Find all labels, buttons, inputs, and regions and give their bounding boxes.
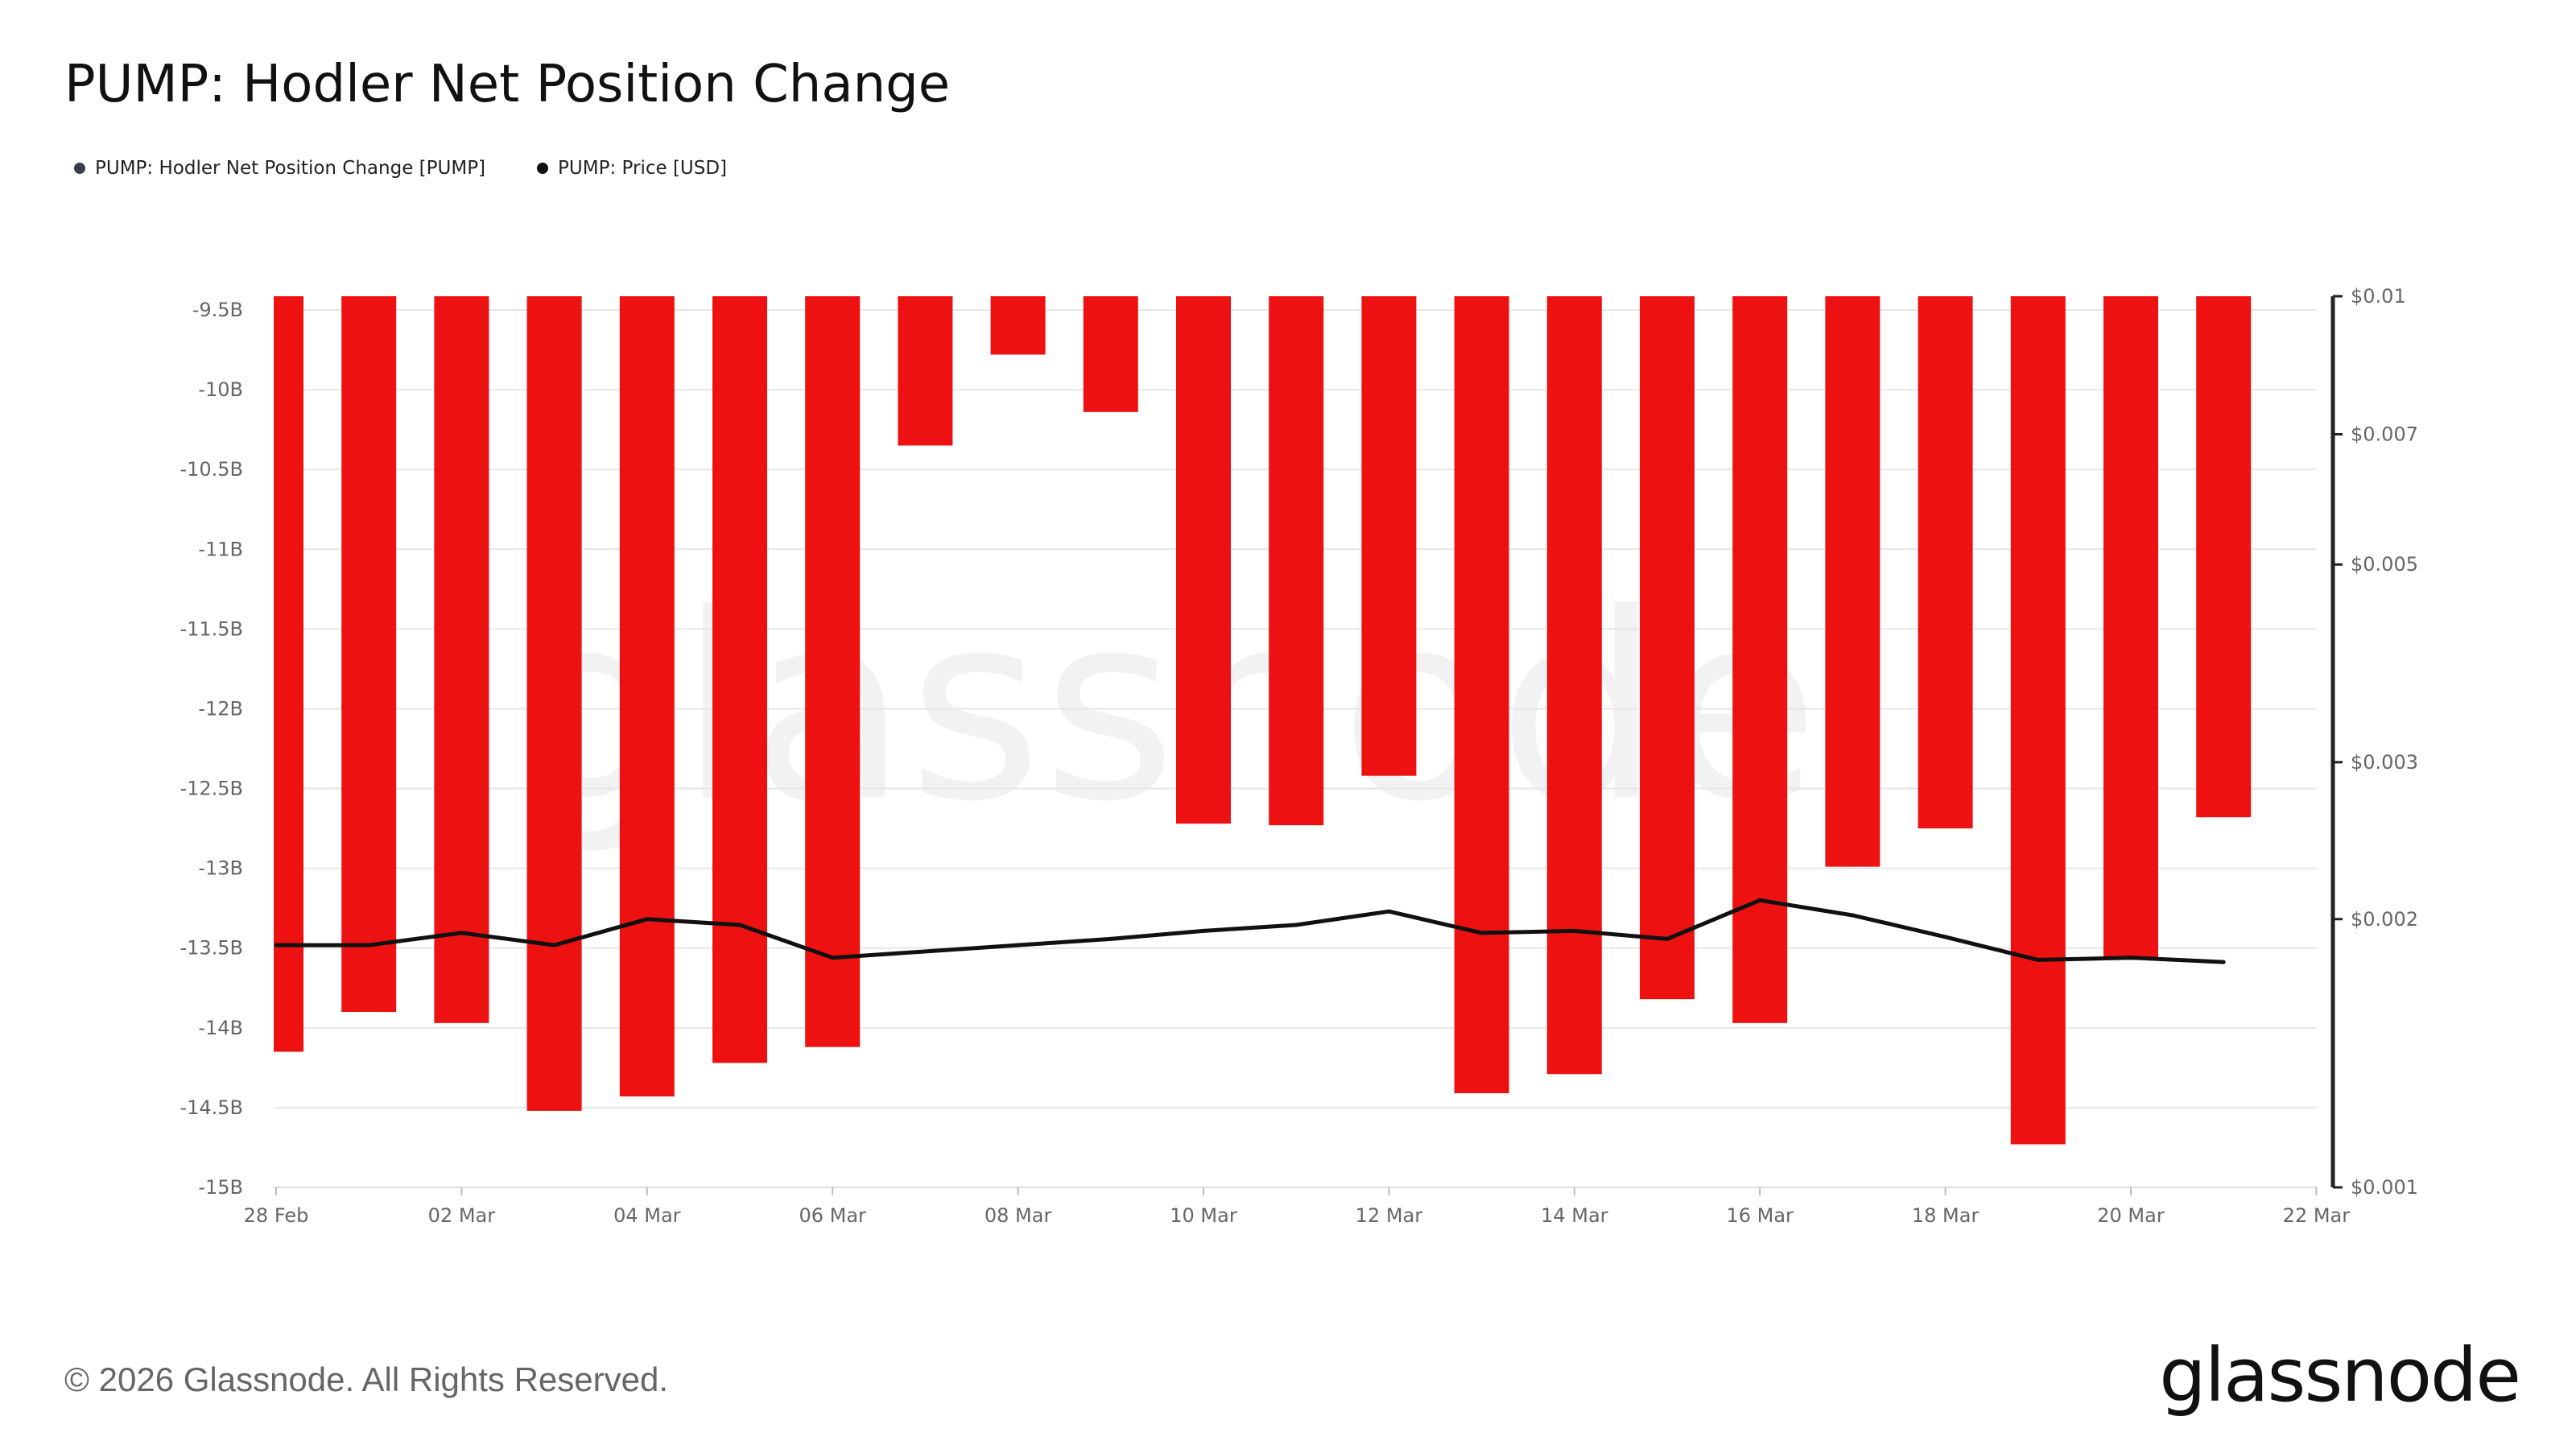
chart-title: PUMP: Hodler Net Position Change	[64, 55, 951, 114]
bar[interactable]	[1454, 296, 1509, 1094]
x-tick-label: 22 Mar	[2283, 1204, 2351, 1227]
glassnode-logo: glassnode	[2159, 1332, 2521, 1418]
bar[interactable]	[2196, 296, 2252, 818]
y-right-tick-label: $0.003	[2351, 751, 2418, 774]
y-left-tick-label: -13.5B	[180, 937, 243, 960]
bar[interactable]	[1269, 296, 1324, 826]
legend-label-price: PUMP: Price [USD]	[558, 158, 728, 179]
price-point[interactable]	[1480, 931, 1484, 935]
bar[interactable]	[1546, 296, 1602, 1075]
price-point[interactable]	[459, 931, 464, 935]
y-right-tick-label: $0.007	[2351, 423, 2418, 445]
legend-dot-price	[537, 163, 549, 174]
y-right-tick-label: $0.005	[2351, 553, 2418, 576]
legend-label-net-position: PUMP: Hodler Net Position Change [PUMP]	[95, 158, 486, 179]
bar[interactable]	[434, 296, 489, 1023]
price-point[interactable]	[645, 917, 650, 922]
legend-dot-net-position	[74, 163, 85, 174]
y-left-tick-label: -13B	[198, 857, 243, 880]
bar[interactable]	[1640, 296, 1695, 1000]
y-left-tick-label: -11.5B	[180, 617, 243, 640]
x-tick-label: 20 Mar	[2097, 1204, 2165, 1227]
price-point[interactable]	[2128, 956, 2133, 960]
price-point[interactable]	[552, 943, 557, 947]
y-right-tick-label: $0.01	[2351, 285, 2406, 308]
x-tick-label: 08 Mar	[985, 1204, 1052, 1227]
price-point[interactable]	[2221, 960, 2226, 964]
y-left-tick-label: -12B	[198, 697, 243, 720]
x-tick-label: 04 Mar	[613, 1204, 681, 1227]
y-left-tick-label: -14.5B	[180, 1096, 243, 1119]
legend-item-price[interactable]: PUMP: Price [USD]	[537, 158, 727, 179]
y-right-tick-label: $0.002	[2351, 908, 2418, 931]
price-point[interactable]	[1201, 928, 1206, 933]
price-point[interactable]	[1108, 936, 1113, 941]
bar[interactable]	[526, 296, 582, 1111]
price-point[interactable]	[737, 923, 742, 927]
price-point[interactable]	[1294, 923, 1298, 927]
price-point[interactable]	[1016, 943, 1021, 947]
bar[interactable]	[1732, 296, 1788, 1023]
copyright-footer: © 2026 Glassnode. All Rights Reserved.	[64, 1360, 669, 1398]
axes: -9.5B -10B -10.5B -11B -11.5B -12B -12.5B -13B -…	[180, 285, 2418, 1227]
price-point[interactable]	[274, 943, 279, 947]
price-point[interactable]	[1757, 898, 1762, 902]
y-left-tick-label: -15B	[198, 1176, 243, 1199]
bar[interactable]	[990, 296, 1046, 355]
price-point[interactable]	[1665, 936, 1670, 941]
bars	[274, 296, 2252, 1145]
bar[interactable]	[619, 296, 675, 1097]
bar[interactable]	[712, 296, 767, 1063]
price-line-group	[274, 898, 2226, 964]
price-point[interactable]	[366, 943, 371, 947]
price-point[interactable]	[1943, 935, 1948, 939]
y-left-tick-label: -11B	[198, 538, 243, 560]
bar[interactable]	[898, 296, 953, 446]
x-tick-label: 12 Mar	[1356, 1204, 1423, 1227]
y-left-tick-label: -9.5B	[192, 299, 243, 321]
x-tick-label: 18 Mar	[1912, 1204, 1979, 1227]
bar[interactable]	[2010, 296, 2066, 1145]
y-left-tick-label: -10B	[198, 378, 243, 401]
bar[interactable]	[1083, 296, 1138, 412]
y-left-tick-label: -10.5B	[180, 458, 243, 481]
price-point[interactable]	[1850, 913, 1855, 918]
bar[interactable]	[1918, 296, 1973, 829]
y-right-tick-label: $0.001	[2351, 1176, 2418, 1199]
x-tick-label: 14 Mar	[1541, 1204, 1608, 1227]
price-point[interactable]	[2036, 957, 2041, 962]
y-left-tick-label: -12.5B	[180, 778, 243, 800]
y-left-tick-label: -14B	[198, 1017, 243, 1039]
legend: PUMP: Hodler Net Position Change [PUMP] …	[74, 158, 727, 179]
bar[interactable]	[1361, 296, 1417, 776]
x-tick-label: 28 Feb	[244, 1204, 309, 1227]
x-tick-label: 10 Mar	[1170, 1204, 1237, 1227]
bar[interactable]	[1176, 296, 1231, 824]
legend-item-net-position[interactable]: PUMP: Hodler Net Position Change [PUMP]	[74, 158, 485, 179]
bar[interactable]	[805, 296, 861, 1047]
bar[interactable]	[1825, 296, 1880, 867]
x-tick-label: 02 Mar	[428, 1204, 496, 1227]
x-tick-label: 06 Mar	[799, 1204, 866, 1227]
bar[interactable]	[274, 296, 303, 1052]
price-point[interactable]	[1572, 928, 1577, 933]
price-point[interactable]	[1386, 909, 1391, 914]
price-point[interactable]	[830, 956, 835, 960]
bar[interactable]	[2103, 296, 2158, 958]
x-tick-label: 16 Mar	[1726, 1204, 1794, 1227]
bar[interactable]	[341, 296, 397, 1012]
